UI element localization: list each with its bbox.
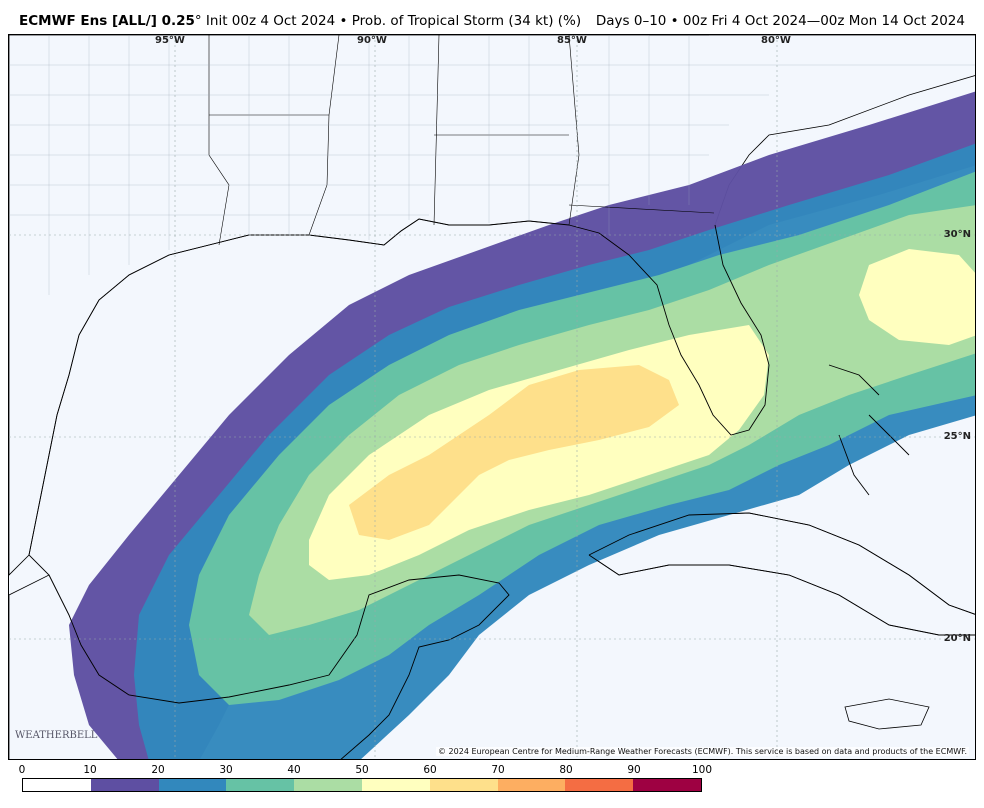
lon-label-90w: 90°W bbox=[357, 35, 387, 46]
colorbar bbox=[22, 778, 702, 792]
colorbar-segment bbox=[429, 779, 498, 791]
lat-label-25n: 25°N bbox=[943, 431, 971, 442]
colorbar-tick: 60 bbox=[423, 764, 437, 776]
colorbar-tick: 20 bbox=[151, 764, 165, 776]
map-title: ECMWF Ens [ALL/] 0.25° Init 00z 4 Oct 20… bbox=[19, 13, 581, 29]
title-degree: ° bbox=[194, 13, 202, 29]
colorbar-segment bbox=[226, 779, 295, 791]
colorbar-segment bbox=[633, 779, 701, 791]
lat-label-30n: 30°N bbox=[943, 229, 971, 240]
lat-label-20n: 20°N bbox=[943, 633, 971, 644]
colorbar-segment bbox=[565, 779, 634, 791]
colorbar-segment bbox=[90, 779, 159, 791]
colorbar-ticks: 0 10 20 30 40 50 60 70 80 90 100 bbox=[18, 764, 712, 778]
colorbar-segment bbox=[294, 779, 362, 791]
colorbar-tick: 90 bbox=[627, 764, 641, 776]
title-model: ECMWF Ens [ALL/] 0.25 bbox=[19, 13, 195, 29]
colorbar-segment bbox=[23, 779, 91, 791]
county-lines bbox=[9, 35, 975, 295]
lon-label-85w: 85°W bbox=[557, 35, 587, 46]
colorbar-tick: 80 bbox=[559, 764, 573, 776]
coast-cuba bbox=[588, 512, 975, 636]
colorbar-segment bbox=[158, 779, 227, 791]
colorbar-tick: 40 bbox=[287, 764, 301, 776]
ecmwf-credit: © 2024 European Centre for Medium-Range … bbox=[436, 747, 969, 756]
title-description: Init 00z 4 Oct 2024 • Prob. of Tropical … bbox=[201, 13, 582, 29]
forecast-range: Days 0–10 • 00z Fri 4 Oct 2024—00z Mon 1… bbox=[595, 13, 965, 29]
coast-bahamas bbox=[828, 364, 910, 496]
lon-label-80w: 80°W bbox=[761, 35, 791, 46]
colorbar-tick: 0 bbox=[18, 764, 26, 776]
colorbar-tick: 70 bbox=[491, 764, 505, 776]
map-svg bbox=[9, 35, 975, 759]
land-jamaica bbox=[844, 698, 930, 730]
colorbar-segment bbox=[361, 779, 430, 791]
colorbar-tick: 100 bbox=[691, 764, 713, 776]
colorbar-tick: 10 bbox=[83, 764, 97, 776]
header: ECMWF Ens [ALL/] 0.25° Init 00z 4 Oct 20… bbox=[0, 0, 984, 34]
colorbar-tick: 50 bbox=[355, 764, 369, 776]
colorbar-tick: 30 bbox=[219, 764, 233, 776]
graticule bbox=[9, 35, 975, 759]
colorbar-segment bbox=[497, 779, 566, 791]
coast-florida bbox=[568, 224, 770, 436]
coast-gulf bbox=[28, 218, 570, 759]
map-panel[interactable]: 95°W 90°W 85°W 80°W 30°N 25°N 20°N WEATH… bbox=[8, 34, 976, 760]
band-60 bbox=[349, 365, 679, 540]
lon-label-95w: 95°W bbox=[155, 35, 185, 46]
weatherbell-logo: WEATHERBELL bbox=[15, 730, 98, 741]
